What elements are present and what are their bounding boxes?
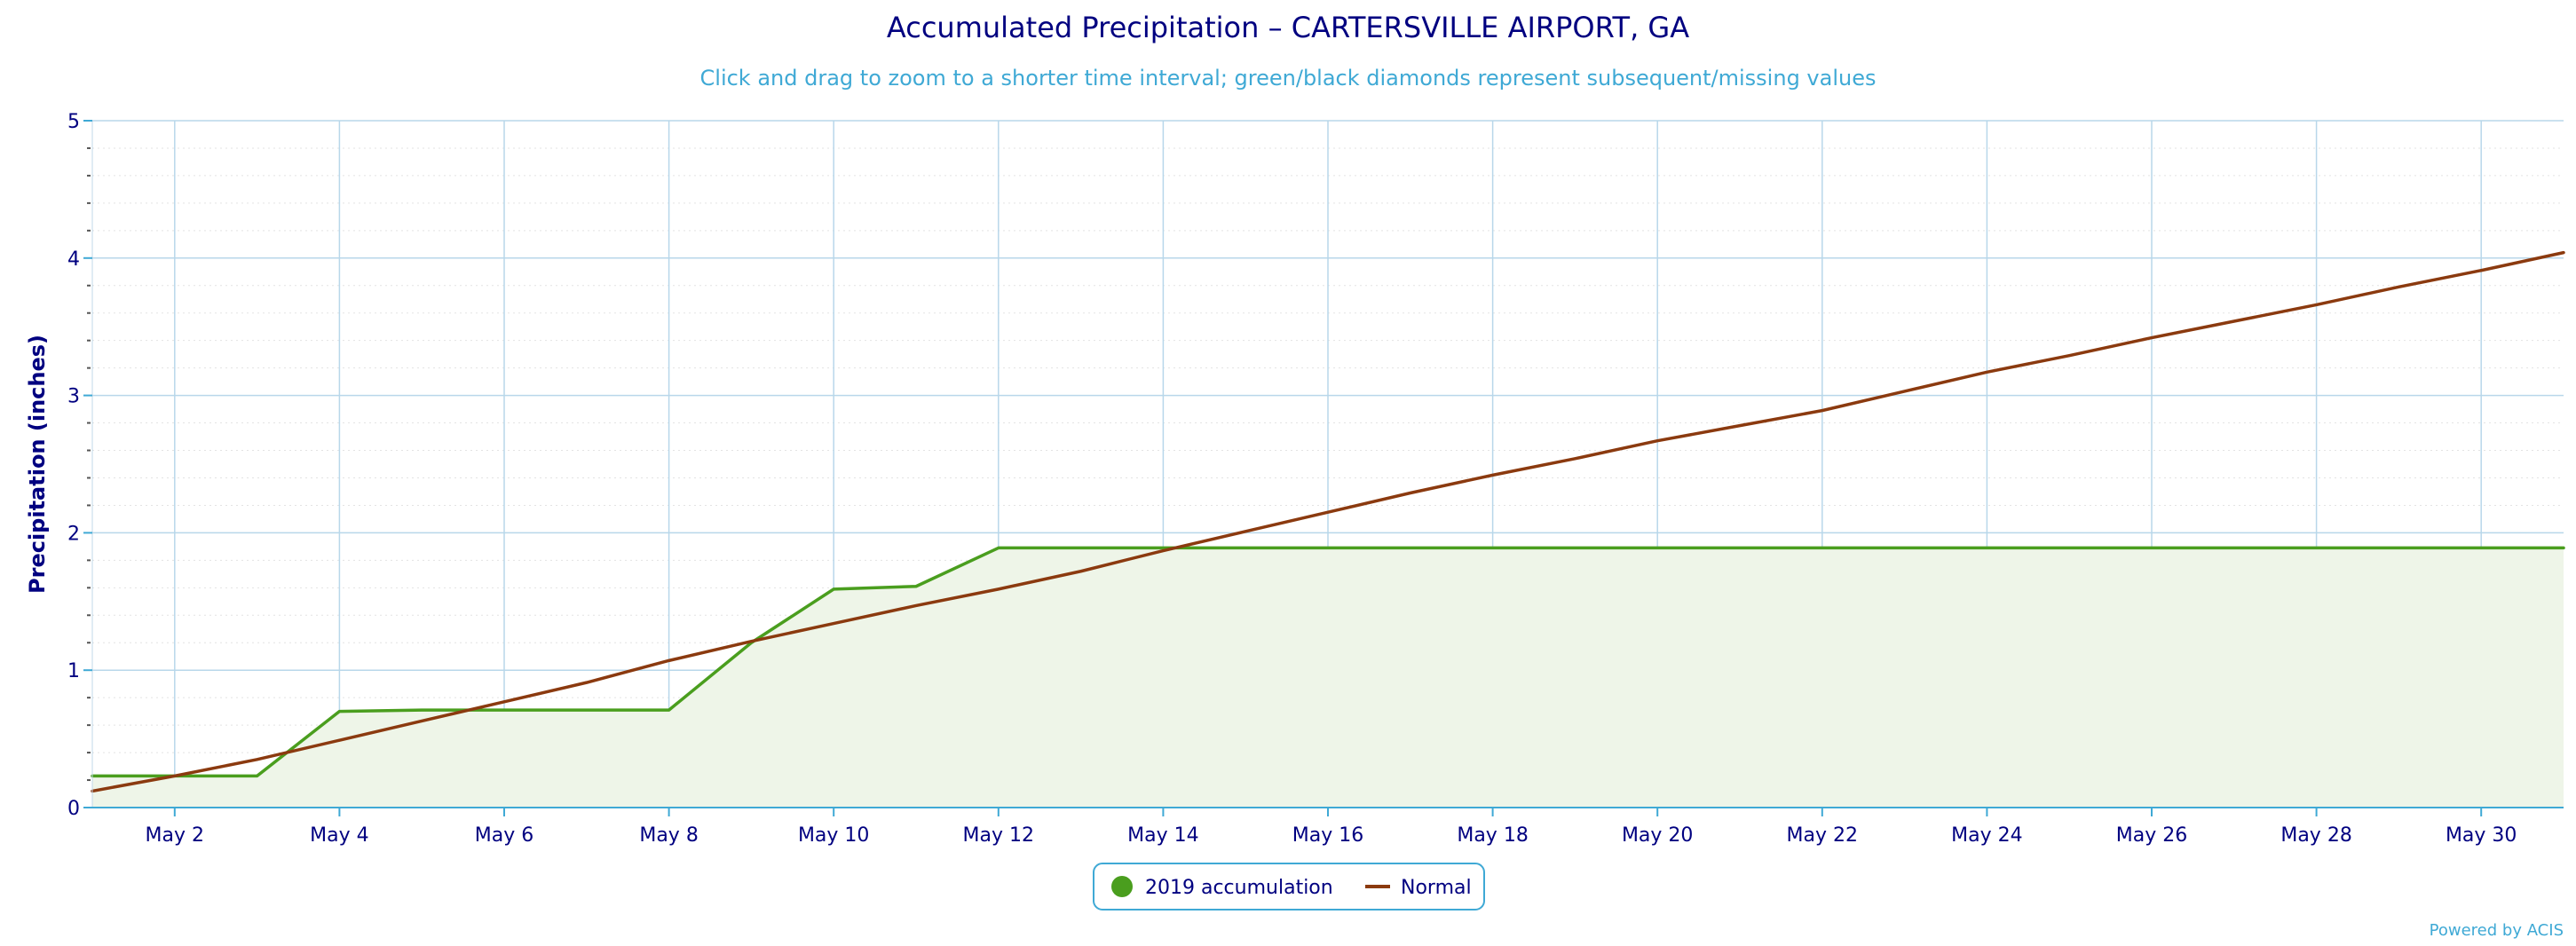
x-tick-label: May 28	[2280, 824, 2351, 847]
plot-series[interactable]	[91, 250, 2565, 808]
y-axis-title: Precipitation (inches)	[25, 335, 50, 594]
y-tick-label: 4	[67, 248, 80, 271]
legend-label-2019-accumulation: 2019 accumulation	[1145, 877, 1333, 899]
x-tick-label: May 6	[475, 824, 533, 847]
y-tick-label: 5	[67, 111, 80, 133]
chart-title: Accumulated Precipitation – CARTERSVILLE…	[887, 11, 1689, 44]
series-line-2019-accumulation[interactable]	[91, 546, 2565, 778]
y-tick-label: 3	[67, 386, 80, 408]
axes: 0 1 2 3 4 5 May 2 May 4 May 6 May 8 May 10 May 12 Ma…	[67, 111, 2564, 847]
legend-item-normal[interactable]: Normal	[1365, 877, 1472, 899]
chart-subtitle: Click and drag to zoom to a shorter time…	[700, 66, 1877, 91]
legend[interactable]: 2019 accumulation Normal	[1093, 863, 1485, 911]
x-tick-label: May 30	[2446, 824, 2517, 847]
series-area-2019-accumulation	[92, 548, 2564, 808]
y-tick-label: 2	[67, 523, 80, 545]
credit-link[interactable]: Powered by ACIS	[2430, 921, 2564, 940]
y-tick-label: 0	[67, 798, 80, 820]
grid	[92, 120, 2564, 808]
x-tick-label: May 14	[1127, 824, 1198, 847]
x-tick-label: May 12	[963, 824, 1034, 847]
x-tick-label: May 10	[798, 824, 869, 847]
legend-item-2019-accumulation[interactable]: 2019 accumulation	[1111, 876, 1333, 899]
legend-marker-2019-accumulation	[1111, 876, 1133, 897]
x-tick-label: May 20	[1622, 824, 1693, 847]
x-tick-label: May 24	[1951, 824, 2022, 847]
x-tick-label: May 4	[310, 824, 368, 847]
x-tick-label: May 18	[1457, 824, 1528, 847]
x-tick-label: May 16	[1292, 824, 1363, 847]
legend-box	[1093, 863, 1485, 911]
x-tick-label: May 2	[146, 824, 204, 847]
y-tick-label: 1	[67, 660, 80, 682]
x-tick-label: May 8	[639, 824, 698, 847]
legend-label-normal: Normal	[1401, 877, 1472, 899]
x-tick-label: May 26	[2116, 824, 2187, 847]
series-line-normal[interactable]	[91, 250, 2565, 793]
x-tick-label: May 22	[1787, 824, 1858, 847]
